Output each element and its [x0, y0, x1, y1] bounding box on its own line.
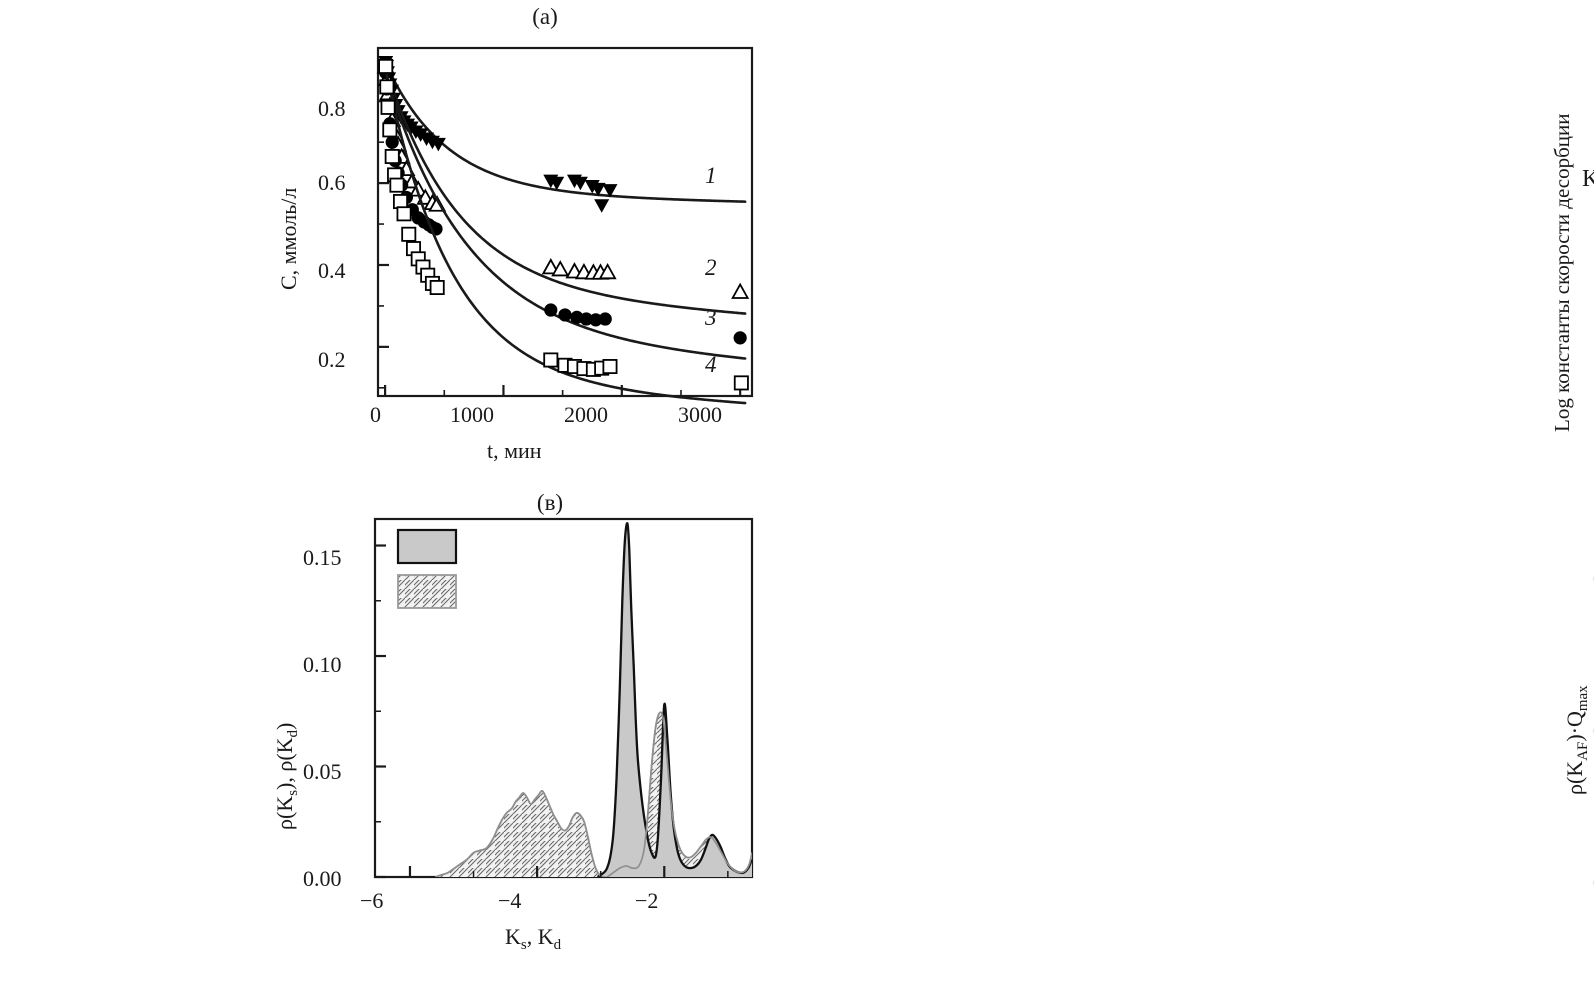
panel-a-series-label-4: 4: [705, 352, 717, 377]
panel-b-kd-main: K: [1582, 166, 1594, 192]
panel-a-title: (а): [532, 4, 558, 29]
panel-c-ytick-3: 0.00: [303, 866, 342, 891]
panel-c-xtick-2: −2: [635, 888, 659, 913]
panel-c-title: (в): [536, 490, 564, 515]
panel-a-xtick-1: 1000: [450, 402, 494, 427]
legend-swatch-ks: [396, 528, 458, 565]
panel-c-xlabel-p1: s: [520, 936, 527, 953]
panel-a-ytick-2: 0.4: [318, 258, 346, 283]
panel-c-plot: [373, 517, 754, 879]
panel-b: (б) Log константы скорости десорбции Kd …: [760, 0, 1594, 490]
panel-a-plot: [376, 46, 754, 405]
panel-c-xlabel-p0: K: [505, 924, 521, 949]
panel-a-ytick-3: 0.2: [318, 347, 346, 372]
panel-a-xtick-0: 0: [370, 402, 381, 427]
panel-c-ytick-2: 0.05: [303, 759, 342, 784]
panel-a-xtick-2: 2000: [564, 402, 608, 427]
panel-c-xtick-0: −6: [360, 888, 384, 913]
panel-c-xlabel-p3: d: [553, 936, 562, 953]
panel-c-xtick-1: −4: [498, 888, 522, 913]
panel-a-series-label-3: 3: [705, 305, 717, 330]
panel-a-ytick-0: 0.8: [318, 96, 346, 121]
panel-c: (в) ρ(Ks), ρ(Kd) Ks, Kd 0.15 0.10 0.05 0…: [0, 490, 780, 998]
legend-swatch-kd: [397, 574, 457, 609]
panel-c-ytick-0: 0.15: [303, 545, 342, 570]
panel-a-series-label-1: 1: [705, 163, 717, 188]
panel-c-x-axis-label: Ks, Kd: [505, 924, 561, 954]
panel-c-xlabel-p2: , K: [526, 924, 554, 949]
panel-a: (а) C, ммоль/л t, мин 0.8 0.6 0.4 0.2 0 …: [0, 0, 780, 490]
panel-b-y-axis-symbol: Kd: [1582, 166, 1594, 196]
panel-c-ytick-1: 0.10: [303, 652, 342, 677]
panel-d-plot: [760, 490, 1594, 998]
panel-a-xtick-3: 3000: [678, 402, 722, 427]
panel-a-series-label-2: 2: [705, 255, 717, 280]
panel-b-plot: [760, 0, 1594, 490]
panel-d: (г) ρ(KAF)·Qmax KAFF 0.10 0.05 0.00 −2 0…: [760, 490, 1594, 998]
panel-a-x-axis-label: t, мин: [487, 438, 542, 463]
panel-a-ytick-1: 0.6: [318, 170, 346, 195]
